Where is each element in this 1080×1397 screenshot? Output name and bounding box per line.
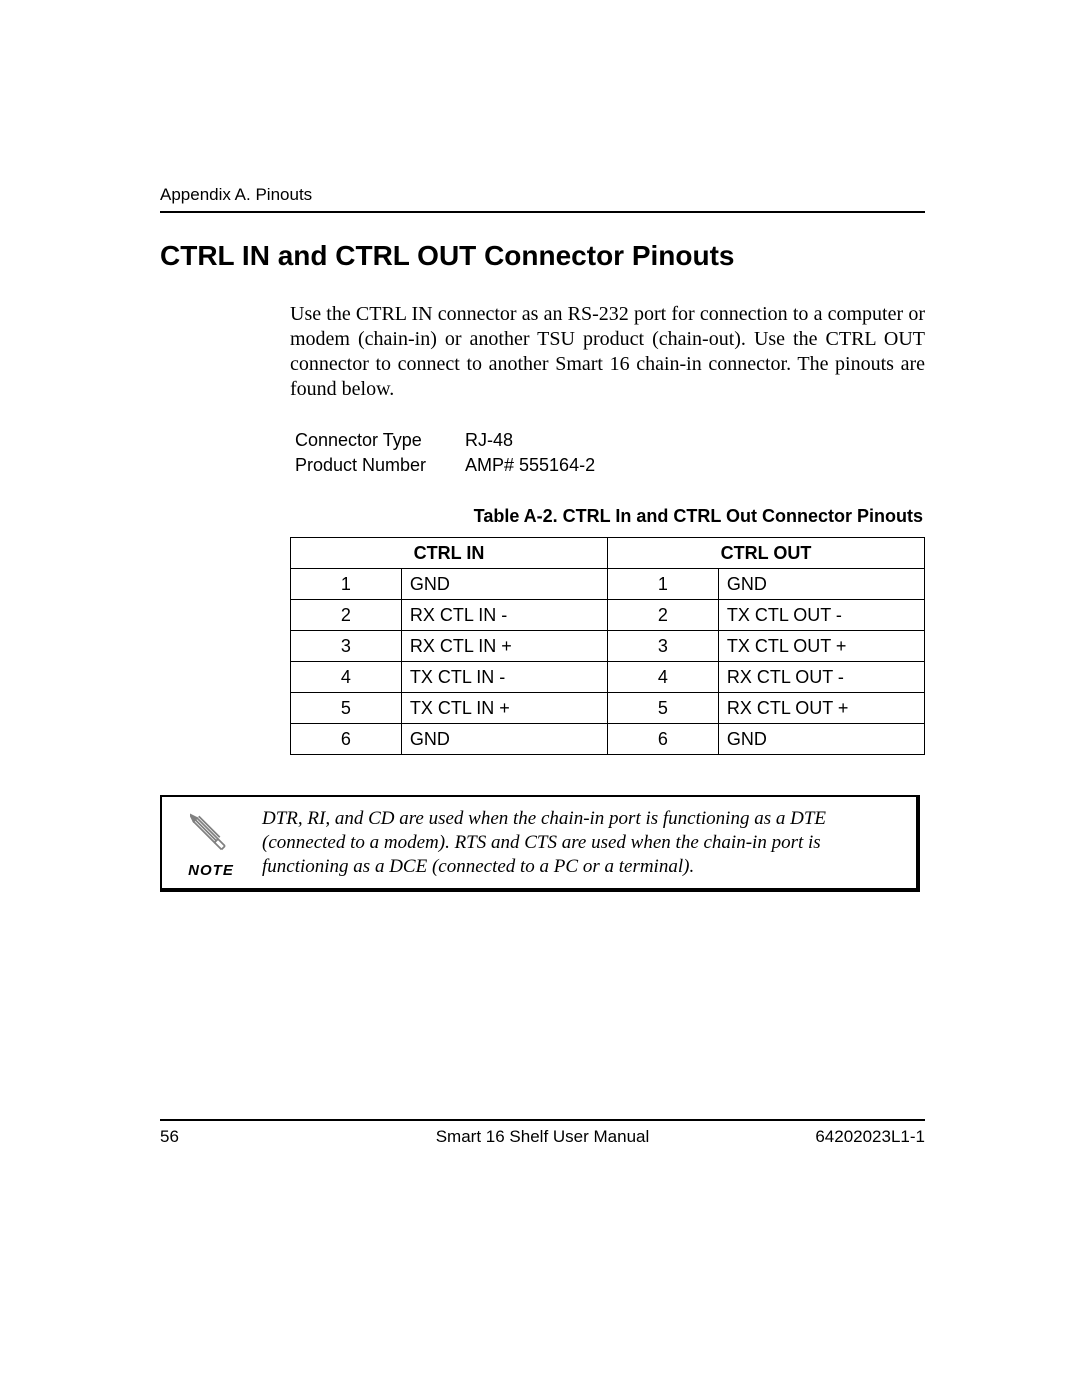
cell-out-pin: 2: [607, 600, 718, 631]
spec-label: Connector Type: [295, 430, 465, 451]
note-label: NOTE: [176, 811, 246, 881]
cell-in-pin: 3: [291, 631, 402, 662]
page: Appendix A. Pinouts CTRL IN and CTRL OUT…: [0, 0, 1080, 1397]
cell-in-pin: 2: [291, 600, 402, 631]
note-label-text: NOTE: [176, 862, 246, 881]
cell-in-sig: TX CTL IN +: [401, 693, 607, 724]
cell-in-pin: 1: [291, 569, 402, 600]
table-row: 3 RX CTL IN + 3 TX CTL OUT +: [291, 631, 925, 662]
table-row: 6 GND 6 GND: [291, 724, 925, 755]
footer-manual-title: Smart 16 Shelf User Manual: [160, 1127, 925, 1147]
spec-row: Connector Type RJ-48: [295, 430, 925, 451]
running-head: Appendix A. Pinouts: [160, 185, 925, 213]
footer-page-number: 56: [160, 1127, 179, 1147]
cell-out-pin: 5: [607, 693, 718, 724]
cell-in-sig: RX CTL IN -: [401, 600, 607, 631]
pencil-icon: [190, 811, 232, 853]
pinout-table: CTRL IN CTRL OUT 1 GND 1 GND 2 RX CTL IN…: [290, 537, 925, 755]
cell-out-pin: 3: [607, 631, 718, 662]
cell-in-sig: RX CTL IN +: [401, 631, 607, 662]
header-ctrl-in: CTRL IN: [291, 538, 608, 569]
page-footer: 56 Smart 16 Shelf User Manual 64202023L1…: [160, 1119, 925, 1147]
cell-out-sig: RX CTL OUT +: [718, 693, 924, 724]
table-row: 5 TX CTL IN + 5 RX CTL OUT +: [291, 693, 925, 724]
header-ctrl-out: CTRL OUT: [607, 538, 924, 569]
cell-out-sig: TX CTL OUT +: [718, 631, 924, 662]
table-row: 4 TX CTL IN - 4 RX CTL OUT -: [291, 662, 925, 693]
table-caption: Table A-2. CTRL In and CTRL Out Connecto…: [290, 506, 925, 527]
cell-in-sig: GND: [401, 724, 607, 755]
spec-block: Connector Type RJ-48 Product Number AMP#…: [295, 430, 925, 476]
table-row: 1 GND 1 GND: [291, 569, 925, 600]
cell-out-pin: 6: [607, 724, 718, 755]
spec-label: Product Number: [295, 455, 465, 476]
cell-in-pin: 5: [291, 693, 402, 724]
cell-out-sig: GND: [718, 724, 924, 755]
cell-in-pin: 4: [291, 662, 402, 693]
spec-value: RJ-48: [465, 430, 513, 451]
note-box: NOTE DTR, RI, and CD are used when the c…: [160, 795, 920, 892]
table-header-row: CTRL IN CTRL OUT: [291, 538, 925, 569]
cell-in-sig: GND: [401, 569, 607, 600]
cell-in-pin: 6: [291, 724, 402, 755]
intro-paragraph: Use the CTRL IN connector as an RS-232 p…: [290, 302, 925, 402]
cell-out-sig: TX CTL OUT -: [718, 600, 924, 631]
table-row: 2 RX CTL IN - 2 TX CTL OUT -: [291, 600, 925, 631]
cell-out-sig: RX CTL OUT -: [718, 662, 924, 693]
table-body: 1 GND 1 GND 2 RX CTL IN - 2 TX CTL OUT -…: [291, 569, 925, 755]
cell-in-sig: TX CTL IN -: [401, 662, 607, 693]
spec-row: Product Number AMP# 555164-2: [295, 455, 925, 476]
cell-out-pin: 1: [607, 569, 718, 600]
cell-out-sig: GND: [718, 569, 924, 600]
section-heading: CTRL IN and CTRL OUT Connector Pinouts: [160, 240, 925, 272]
cell-out-pin: 4: [607, 662, 718, 693]
note-text: DTR, RI, and CD are used when the chain-…: [262, 808, 826, 877]
footer-doc-number: 64202023L1-1: [815, 1127, 925, 1147]
spec-value: AMP# 555164-2: [465, 455, 595, 476]
